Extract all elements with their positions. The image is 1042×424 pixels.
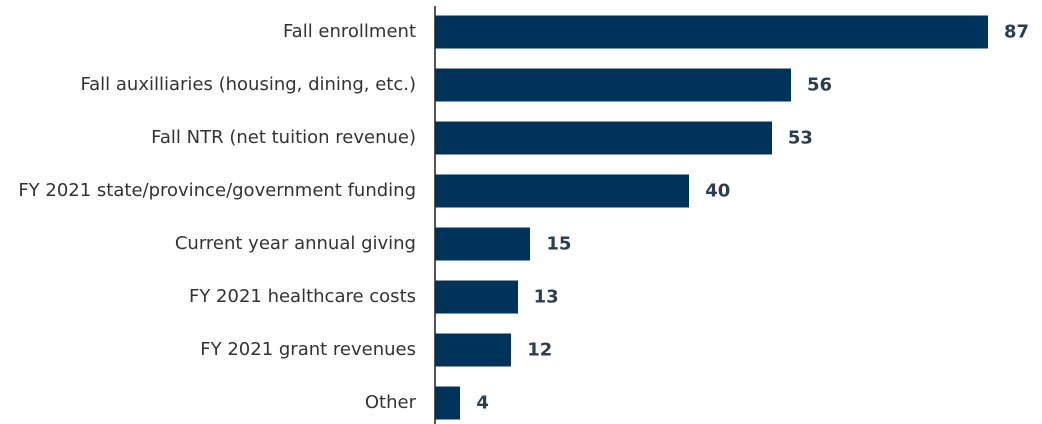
- category-label: Current year annual giving: [174, 233, 416, 254]
- value-label: 87: [1004, 21, 1030, 43]
- bar: [435, 121, 772, 155]
- value-label: 40: [705, 180, 731, 202]
- category-label: Fall auxilliaries (housing, dining, etc.…: [80, 74, 416, 95]
- category-label: Other: [364, 392, 416, 413]
- bar: [435, 227, 531, 261]
- bar: [435, 15, 988, 49]
- value-label: 12: [527, 339, 553, 361]
- value-label: 13: [533, 286, 559, 308]
- bar: [435, 68, 791, 102]
- category-label: FY 2021 healthcare costs: [188, 286, 416, 307]
- category-label: FY 2021 grant revenues: [200, 339, 416, 360]
- bar: [435, 174, 690, 208]
- axis-line: [434, 6, 436, 424]
- value-label: 53: [787, 127, 813, 149]
- category-label: Fall NTR (net tuition revenue): [151, 127, 416, 148]
- value-label: 56: [806, 74, 833, 96]
- bar: [435, 386, 461, 420]
- category-label: Fall enrollment: [282, 21, 416, 42]
- value-label: 15: [546, 233, 572, 255]
- bar: [435, 333, 512, 367]
- bar: [435, 280, 518, 314]
- category-label: FY 2021 state/province/government fundin…: [18, 180, 416, 201]
- value-label: 4: [476, 392, 489, 414]
